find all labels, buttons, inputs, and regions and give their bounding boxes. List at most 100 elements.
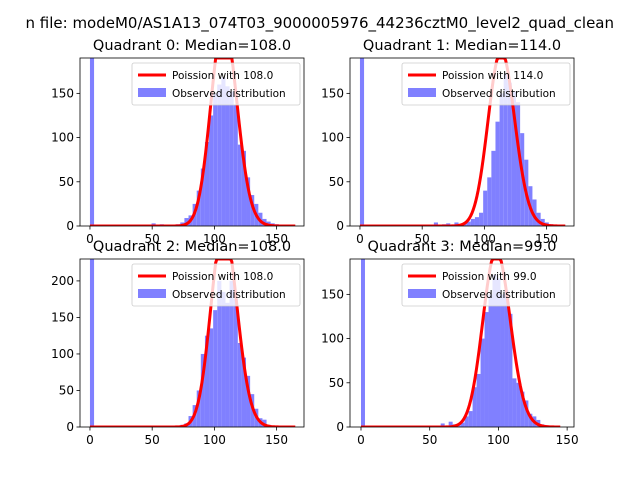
- histogram-bar: [213, 310, 218, 427]
- legend: Poission with 99.0 Observed distribution: [401, 263, 571, 307]
- histogram-bar: [464, 416, 469, 427]
- legend-label: Observed distribution: [442, 88, 556, 100]
- legend-patch-swatch: [408, 88, 436, 97]
- histogram-bar: [246, 177, 251, 226]
- histogram-bar: [476, 373, 481, 427]
- histogram-bar: [217, 280, 222, 427]
- y-tick-label: 50: [329, 376, 344, 390]
- histogram-bar: [200, 168, 205, 226]
- legend-box: [131, 263, 301, 307]
- x-tick-label: 150: [556, 433, 579, 447]
- y-tick-label: 200: [51, 274, 74, 288]
- histogram-bar: [233, 104, 238, 226]
- histogram-bar: [511, 91, 517, 226]
- histogram-bar: [209, 328, 214, 427]
- histogram-bar: [213, 93, 218, 226]
- histogram-bar: [196, 390, 201, 427]
- histogram-bar: [536, 212, 541, 226]
- legend-label: Poission with 114.0: [442, 70, 543, 82]
- x-tick-label: 0: [86, 232, 94, 246]
- histogram-bar: [196, 190, 201, 226]
- legend-label: Poission with 99.0: [442, 271, 537, 283]
- legend: Poission with 114.0 Observed distribution: [401, 62, 571, 106]
- poisson-fit-line: [359, 58, 566, 226]
- histogram-bar: [221, 77, 226, 226]
- x-tick-label: 50: [422, 433, 437, 447]
- x-tick-label: 50: [145, 433, 160, 447]
- x-tick-label: 150: [265, 433, 288, 447]
- y-tick-label: 0: [66, 420, 74, 434]
- subplot-quadrant-3: 0 50 100 150 0 50 100 150 Quadrant 3: Median=99.…: [321, 239, 578, 447]
- histogram-bar: [524, 400, 529, 427]
- histogram-bar: [221, 291, 226, 427]
- histogram-bar: [487, 177, 492, 226]
- histogram-bar: [209, 115, 214, 226]
- histogram-bar: [433, 222, 438, 226]
- histogram-bar: [488, 294, 493, 427]
- histogram-bar: [472, 387, 477, 427]
- legend-patch-swatch: [138, 88, 166, 97]
- histogram-bar: [491, 150, 496, 226]
- histogram-bar: [470, 218, 475, 226]
- histogram-bar: [204, 335, 210, 427]
- legend: Poission with 108.0 Observed distribution: [131, 263, 301, 307]
- y-tick-label: 50: [329, 175, 344, 189]
- x-tick-label: 0: [356, 232, 364, 246]
- y-tick-label: 0: [336, 219, 344, 233]
- histogram-bar: [359, 58, 365, 226]
- y-tick-label: 150: [51, 86, 74, 100]
- y-tick-label: 100: [51, 347, 74, 361]
- histogram-bar: [516, 102, 521, 226]
- legend-patch-swatch: [408, 289, 436, 298]
- x-tick-label: 100: [473, 232, 496, 246]
- y-tick-label: 150: [51, 310, 74, 324]
- legend-patch-swatch: [138, 289, 166, 298]
- histogram-bar: [237, 144, 242, 226]
- histogram-bar: [184, 218, 189, 226]
- histogram-bar: [479, 212, 484, 226]
- histogram-bar: [528, 413, 533, 427]
- histogram-bar: [241, 357, 247, 427]
- histogram-bar: [532, 199, 537, 226]
- histogram-bar: [200, 353, 205, 427]
- histogram-bar: [360, 259, 365, 427]
- figure-title: n file: modeM0/AS1A13_074T03_9000005976_…: [25, 14, 615, 32]
- histogram-bar: [516, 382, 521, 427]
- x-tick-label: 100: [203, 232, 226, 246]
- legend-label: Poission with 108.0: [172, 70, 273, 82]
- poisson-fit-line: [89, 58, 296, 226]
- histogram-bar: [466, 221, 471, 226]
- subplot-title: Quadrant 2: Median=108.0: [93, 239, 291, 255]
- histogram-bar: [507, 82, 512, 226]
- y-tick-label: 50: [59, 175, 74, 189]
- histogram-bar: [504, 289, 509, 427]
- legend: Poission with 108.0 Observed distribution: [131, 62, 301, 106]
- legend-box: [131, 62, 301, 106]
- legend-label: Observed distribution: [442, 289, 556, 301]
- poisson-fit-line: [89, 259, 296, 427]
- y-tick-label: 100: [321, 131, 344, 145]
- x-tick-label: 150: [265, 232, 288, 246]
- poisson-fit-line: [360, 259, 561, 427]
- histogram-bar: [480, 338, 485, 427]
- legend-box: [401, 62, 571, 106]
- histogram-bar: [250, 195, 255, 226]
- histogram-bar: [448, 421, 453, 427]
- histogram-bar: [496, 278, 501, 427]
- y-tick-label: 0: [336, 420, 344, 434]
- subplot-quadrant-1: 0 50 100 150 0 50 100 150 Quadrant 1: Median=114…: [321, 38, 575, 246]
- histogram-bar: [440, 423, 445, 427]
- histogram-bar: [456, 425, 461, 427]
- histogram-bar: [225, 86, 230, 226]
- subplot-title: Quadrant 1: Median=114.0: [363, 38, 561, 54]
- axes-frame: [79, 258, 305, 428]
- legend-box: [401, 263, 571, 307]
- histogram-bar: [229, 280, 234, 427]
- histogram-bar: [500, 294, 505, 427]
- histogram-bar: [520, 391, 525, 427]
- histogram-bar: [474, 217, 480, 226]
- y-tick-label: 100: [51, 131, 74, 145]
- x-tick-label: 50: [415, 232, 430, 246]
- y-tick-label: 0: [66, 219, 74, 233]
